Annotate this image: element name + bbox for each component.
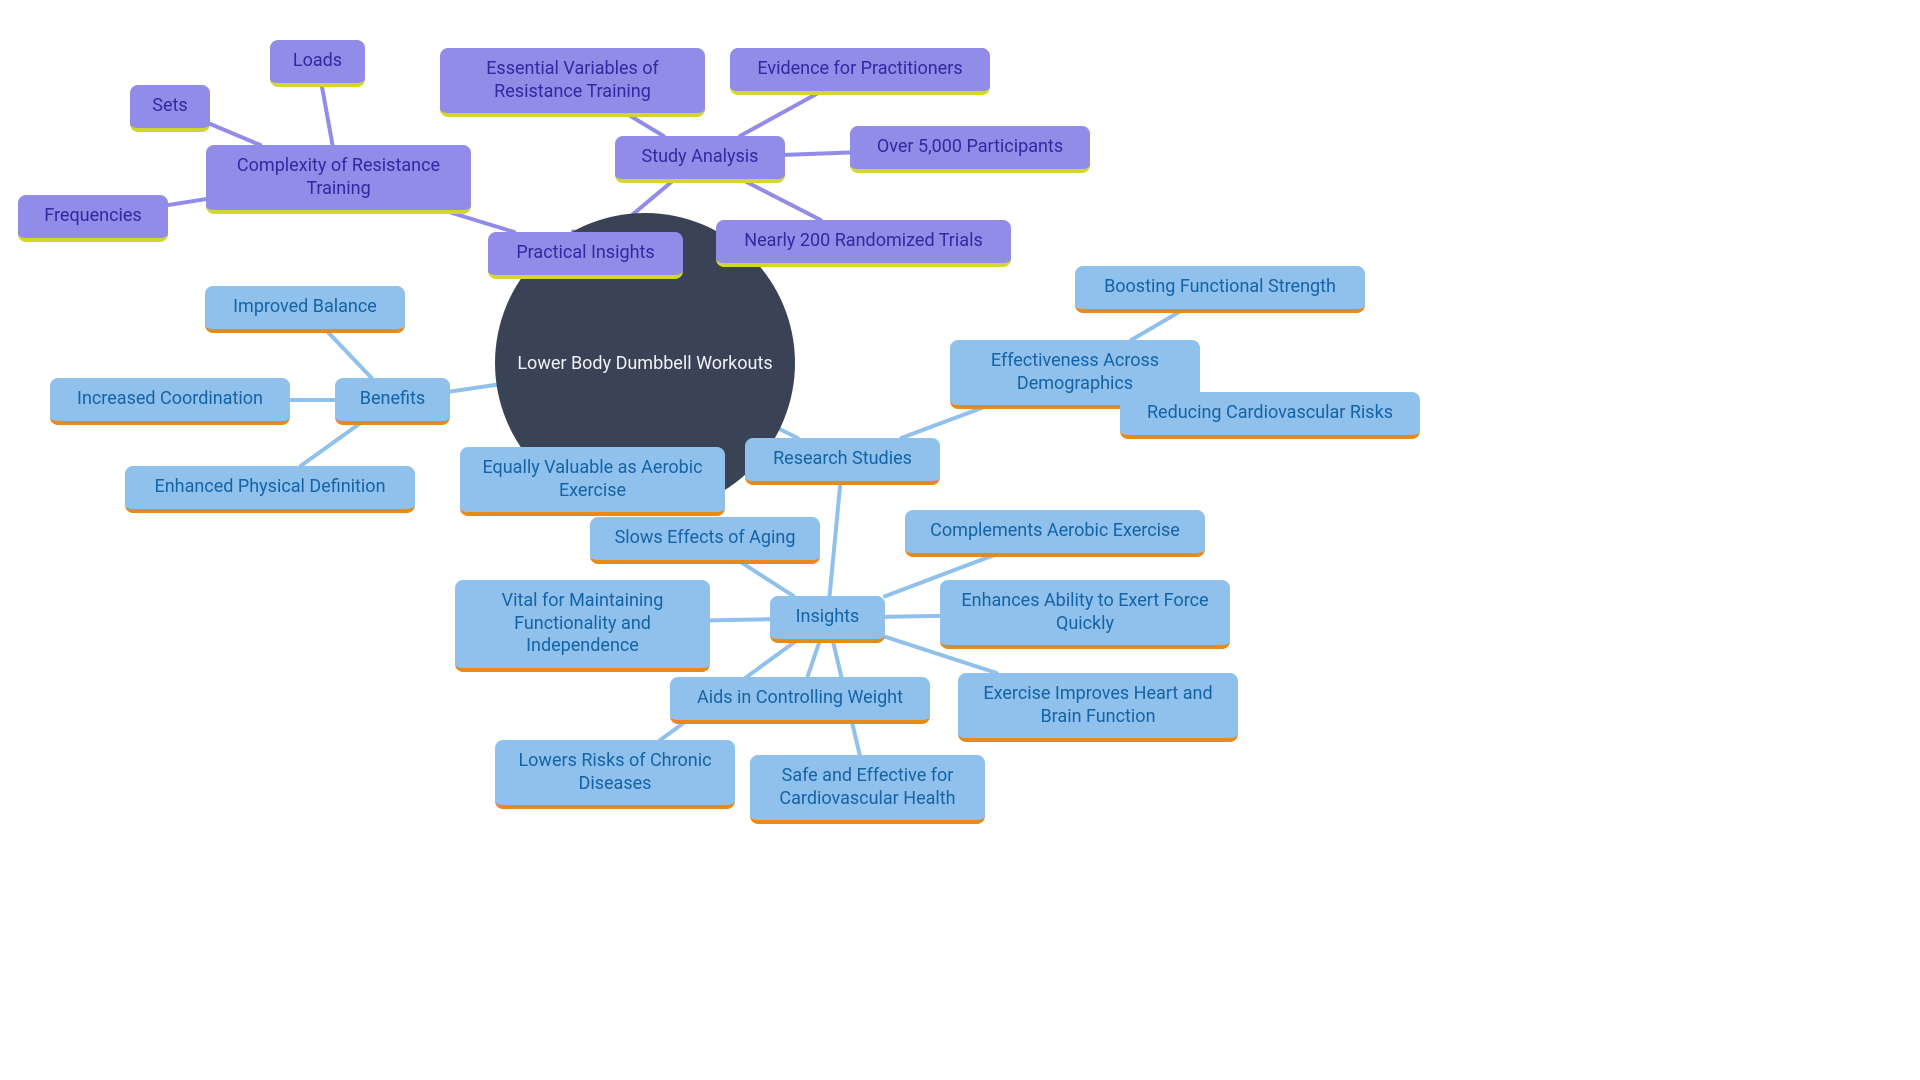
node-label: Frequencies: [44, 205, 141, 228]
node-frequencies: Frequencies: [18, 195, 168, 242]
node-label: Benefits: [360, 388, 425, 411]
node-label: Essential Variables of Resistance Traini…: [456, 58, 689, 103]
node-participants: Over 5,000 Participants: [850, 126, 1090, 173]
edge: [301, 422, 362, 466]
node-label: Study Analysis: [642, 146, 759, 169]
node-label: Exercise Improves Heart and Brain Functi…: [974, 683, 1222, 728]
edge: [743, 180, 821, 220]
node-chronic-diseases: Lowers Risks of Chronic Diseases: [495, 740, 735, 809]
node-loads: Loads: [270, 40, 365, 87]
node-label: Effectiveness Across Demographics: [966, 350, 1184, 395]
node-benefits: Benefits: [335, 378, 450, 425]
node-research-studies: Research Studies: [745, 438, 940, 485]
node-boost-strength: Boosting Functional Strength: [1075, 266, 1365, 313]
node-label: Aids in Controlling Weight: [697, 687, 903, 710]
node-trials: Nearly 200 Randomized Trials: [716, 220, 1011, 267]
edge: [830, 482, 841, 596]
node-controlling-weight: Aids in Controlling Weight: [670, 677, 930, 724]
edge: [901, 406, 987, 438]
node-insights: Insights: [770, 596, 885, 643]
node-label: Sets: [152, 95, 187, 118]
edge: [780, 429, 798, 438]
node-label: Boosting Functional Strength: [1104, 276, 1336, 299]
node-safe-effective: Safe and Effective for Cardiovascular He…: [750, 755, 985, 824]
edge: [210, 124, 260, 145]
node-label: Equally Valuable as Aerobic Exercise: [476, 457, 709, 502]
node-label: Insights: [796, 606, 860, 629]
node-complexity: Complexity of Resistance Training: [206, 145, 471, 214]
edge: [321, 84, 332, 145]
node-sets: Sets: [130, 85, 210, 132]
node-vital-func: Vital for Maintaining Functionality and …: [455, 580, 710, 672]
edge: [785, 152, 850, 154]
edge: [168, 199, 206, 205]
node-label: Over 5,000 Participants: [877, 136, 1063, 159]
node-essential-vars: Essential Variables of Resistance Traini…: [440, 48, 705, 117]
node-label: Enhances Ability to Exert Force Quickly: [956, 590, 1214, 635]
edge: [710, 619, 770, 620]
edge: [807, 640, 820, 677]
node-slows-aging: Slows Effects of Aging: [590, 517, 820, 564]
edge: [1131, 310, 1182, 340]
edge: [627, 114, 663, 136]
node-label: Practical Insights: [516, 242, 654, 265]
node-label: Loads: [293, 50, 342, 73]
node-enhances-force: Enhances Ability to Exert Force Quickly: [940, 580, 1230, 649]
node-enhanced-def: Enhanced Physical Definition: [125, 466, 415, 513]
node-label: Reducing Cardiovascular Risks: [1147, 402, 1393, 425]
node-label: Improved Balance: [233, 296, 377, 319]
node-complements-aerobic: Complements Aerobic Exercise: [905, 510, 1205, 557]
node-improved-balance: Improved Balance: [205, 286, 405, 333]
node-label: Increased Coordination: [77, 388, 263, 411]
mindmap-canvas: Lower Body Dumbbell Workouts Practical In…: [0, 0, 1920, 1080]
node-label: Lowers Risks of Chronic Diseases: [511, 750, 719, 795]
node-label: Nearly 200 Randomized Trials: [744, 230, 982, 253]
node-practical-insights: Practical Insights: [488, 232, 683, 279]
node-study-analysis: Study Analysis: [615, 136, 785, 183]
node-label: Research Studies: [773, 448, 912, 471]
edge: [885, 616, 940, 617]
node-label: Complements Aerobic Exercise: [930, 520, 1180, 543]
node-label: Complexity of Resistance Training: [222, 155, 455, 200]
edge: [740, 92, 820, 136]
node-equally-valuable: Equally Valuable as Aerobic Exercise: [460, 447, 725, 516]
node-heart-brain: Exercise Improves Heart and Brain Functi…: [958, 673, 1238, 742]
node-label: Evidence for Practitioners: [757, 58, 962, 81]
center-label: Lower Body Dumbbell Workouts: [517, 353, 772, 374]
edge: [446, 211, 514, 232]
edge: [739, 561, 793, 596]
node-label: Safe and Effective for Cardiovascular He…: [766, 765, 969, 810]
node-label: Enhanced Physical Definition: [154, 476, 385, 499]
edge: [450, 385, 497, 392]
node-increased-coord: Increased Coordination: [50, 378, 290, 425]
node-evidence: Evidence for Practitioners: [730, 48, 990, 95]
node-reducing-cardio: Reducing Cardiovascular Risks: [1120, 392, 1420, 439]
node-label: Slows Effects of Aging: [615, 527, 796, 550]
node-label: Vital for Maintaining Functionality and …: [471, 590, 694, 658]
edge: [326, 330, 372, 378]
